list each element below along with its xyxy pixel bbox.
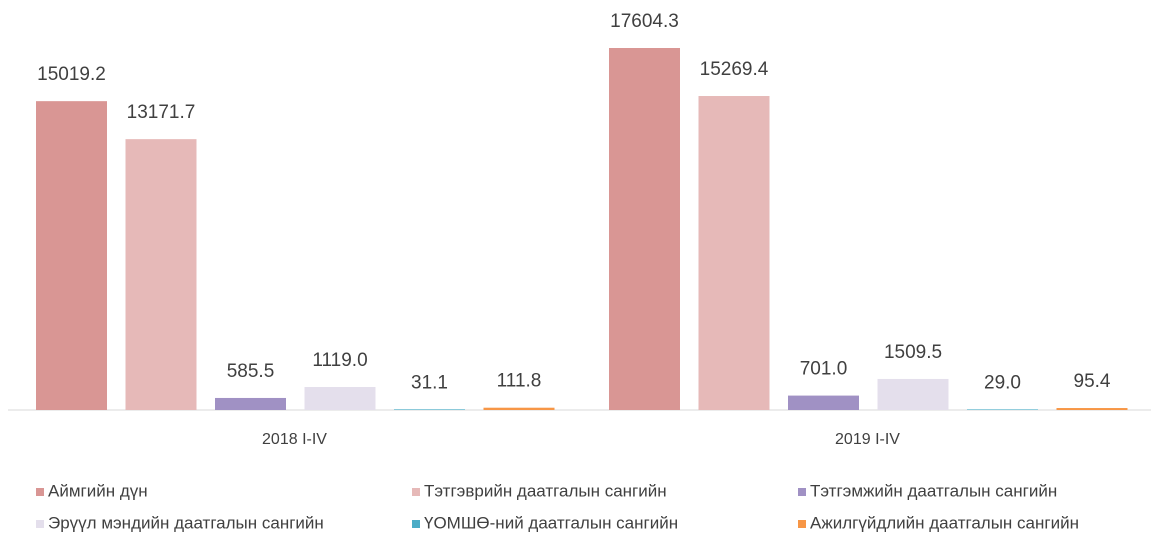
- legend-label: Эрүүл мэндийн даатгалын сангийн: [48, 513, 324, 532]
- bar: [877, 378, 949, 410]
- data-label: 17604.3: [610, 11, 679, 32]
- bar: [967, 409, 1038, 410]
- data-label: 701.0: [800, 359, 848, 380]
- bar: [215, 397, 286, 410]
- legend-swatch: [36, 488, 44, 496]
- bar: [788, 395, 859, 410]
- bar: [394, 409, 465, 410]
- legend-swatch: [412, 520, 420, 528]
- data-label: 13171.7: [127, 102, 196, 123]
- data-label: 31.1: [411, 372, 448, 393]
- bar: [1056, 408, 1128, 410]
- legend-swatch: [36, 520, 44, 528]
- legend-label: ҮОМШӨ-ний даатгалын сангийн: [424, 513, 678, 532]
- x-tick-label: 2018 I-IV: [262, 431, 327, 448]
- data-label: 585.5: [227, 361, 275, 382]
- legend-label: Ажилгүйдлийн даатгалын сангийн: [810, 513, 1079, 532]
- bar: [483, 407, 555, 410]
- x-tick-label: 2019 I-IV: [835, 431, 900, 448]
- data-label: 15019.2: [37, 64, 106, 85]
- legend-label: Тэтгэмжийн даатгалын сангийн: [810, 481, 1057, 500]
- legend-swatch: [798, 488, 806, 496]
- data-label: 1119.0: [312, 350, 367, 371]
- legend-label: Аймгийн дүн: [48, 481, 148, 500]
- data-label: 15269.4: [700, 59, 769, 80]
- bar: [609, 48, 680, 410]
- bar: [698, 96, 770, 411]
- data-label: 95.4: [1074, 371, 1111, 392]
- data-label: 29.0: [984, 372, 1021, 393]
- legend-swatch: [412, 488, 420, 496]
- legend-label: Тэтгэврийн даатгалын сангийн: [424, 481, 667, 500]
- legend-swatch: [798, 520, 806, 528]
- bar: [304, 386, 376, 410]
- data-label: 1509.5: [884, 342, 942, 363]
- data-label: 111.8: [497, 371, 542, 392]
- bar: [125, 139, 197, 410]
- bar: [36, 101, 107, 410]
